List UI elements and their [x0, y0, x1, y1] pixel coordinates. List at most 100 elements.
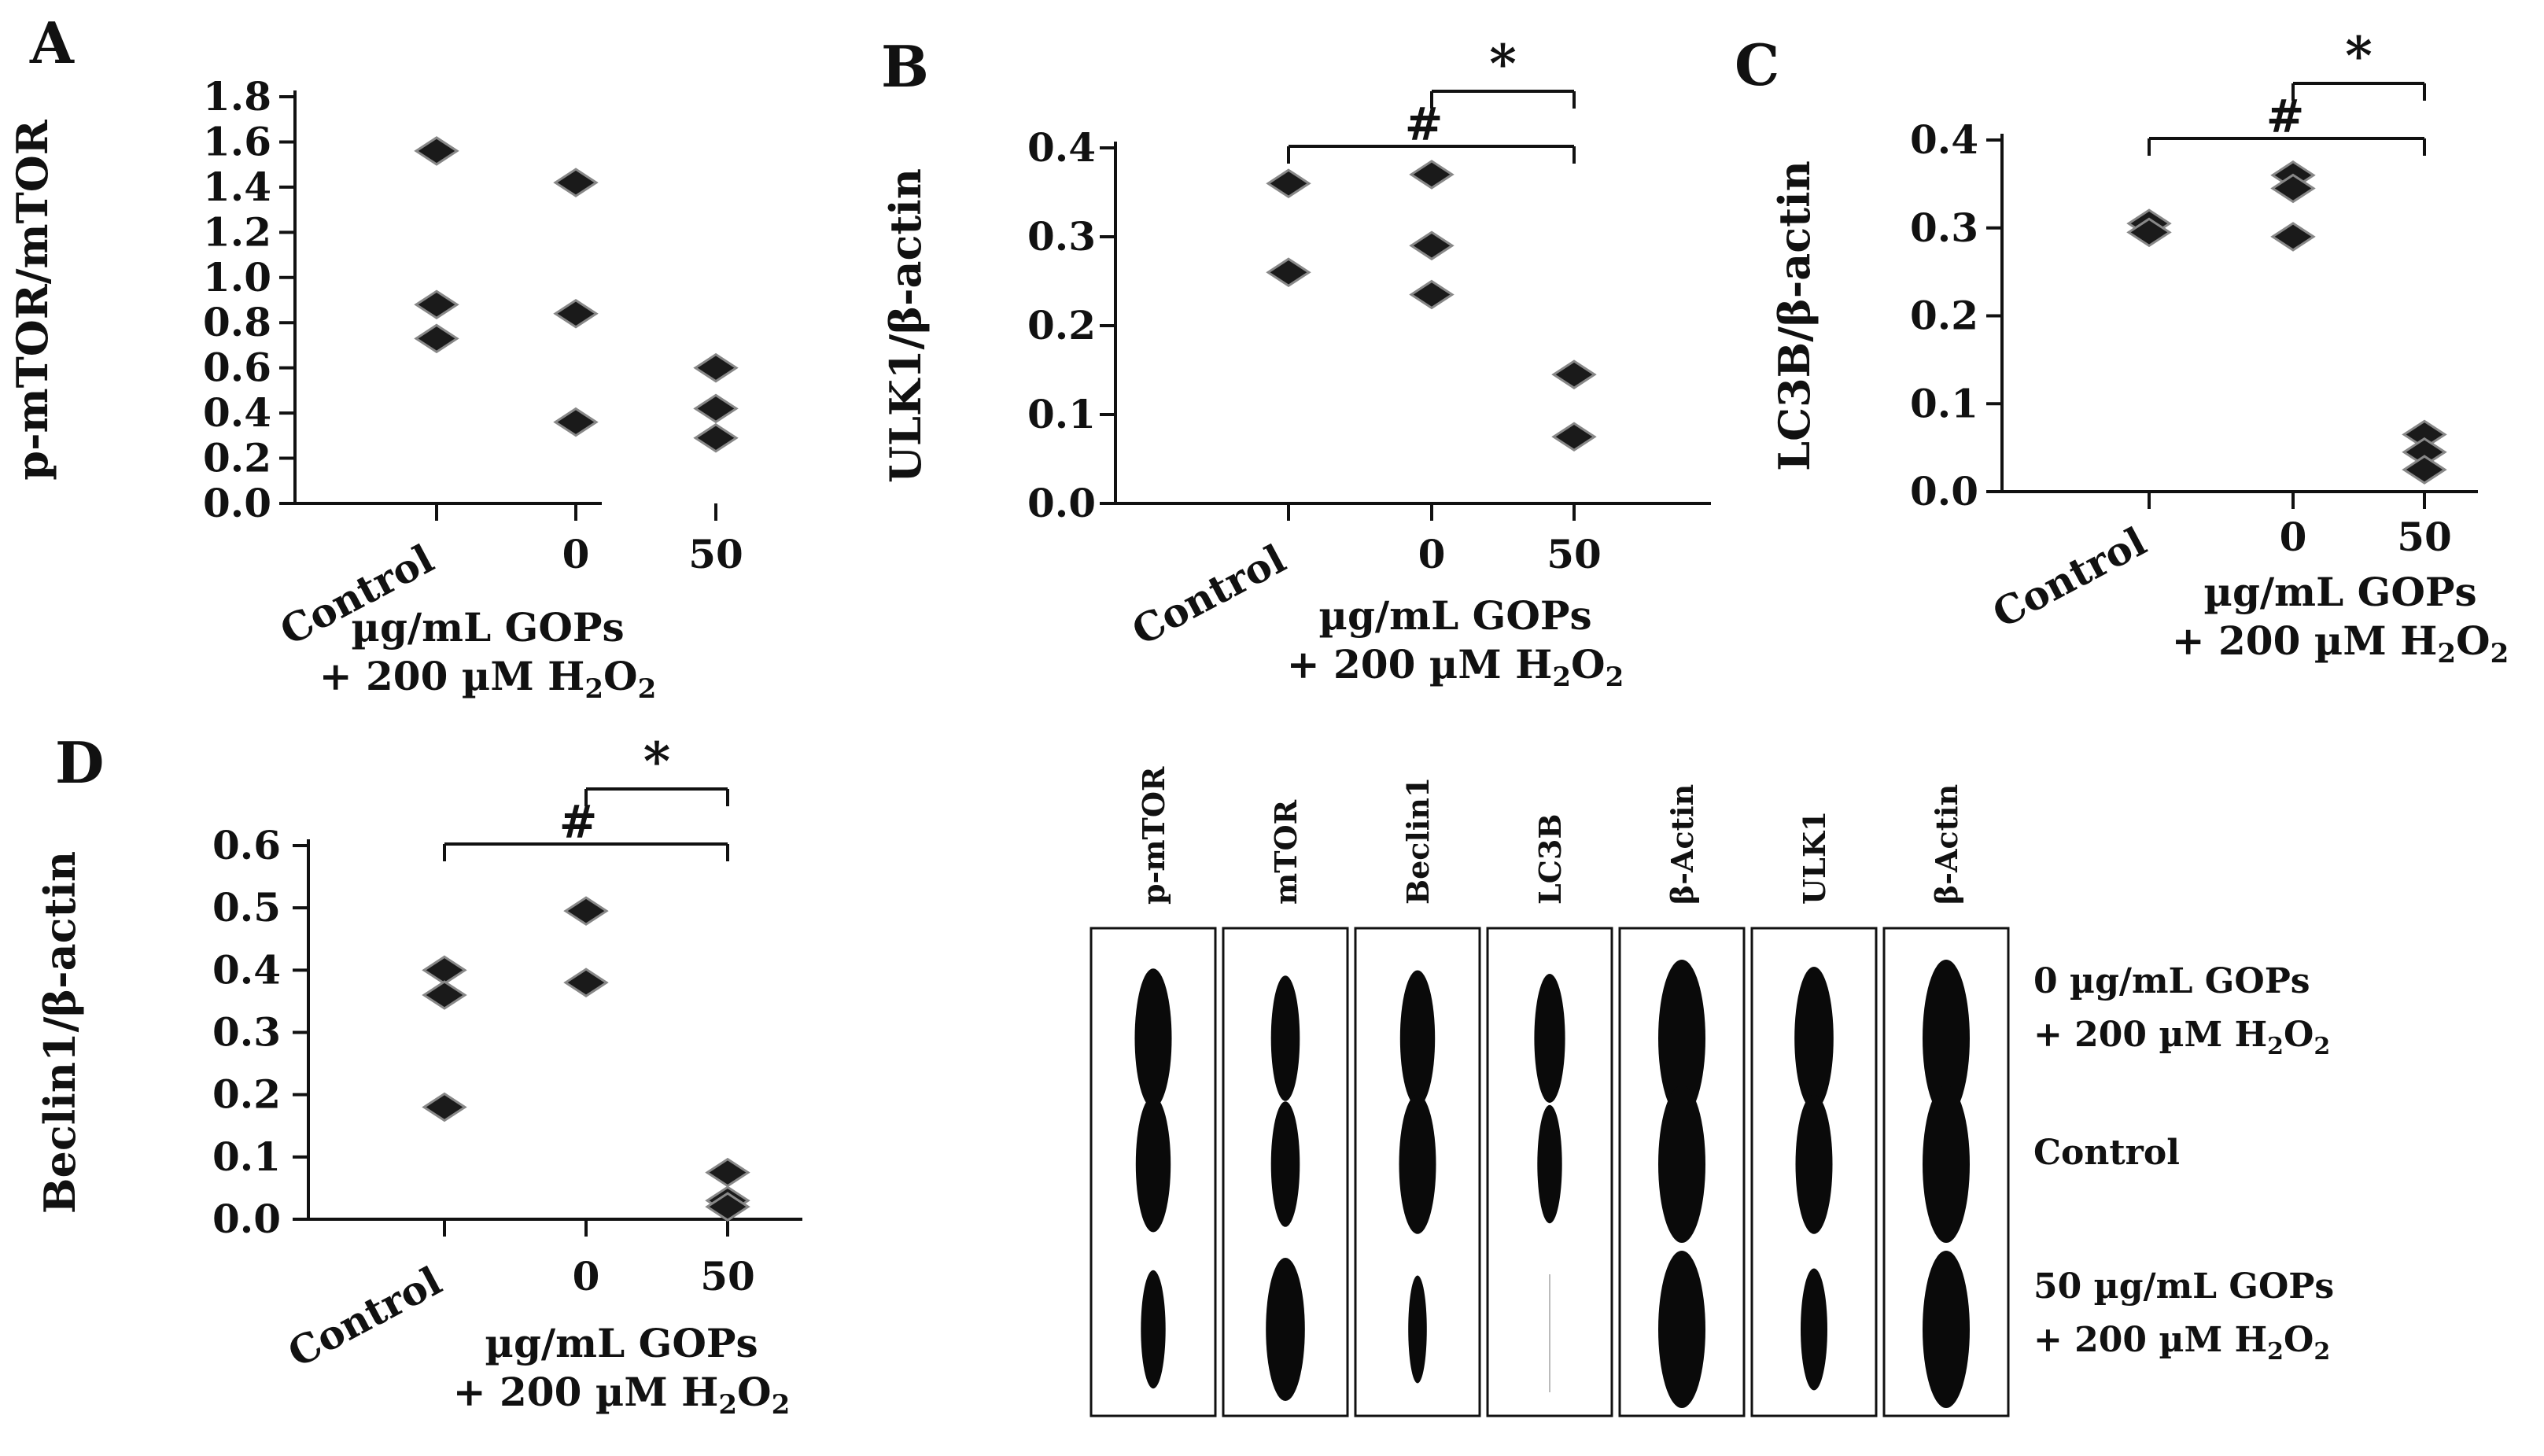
blot-lane-label: ULK1: [1797, 811, 1832, 905]
y-axis-label: LC3B/β-actin: [1769, 160, 1820, 471]
y-tick-label: 0.8: [203, 299, 271, 345]
y-tick-label: 0.4: [1910, 116, 1978, 163]
y-tick-label: 0.1: [1910, 380, 1978, 426]
blot-band: [1923, 1251, 1970, 1408]
blot-lane: β-Actin: [1618, 784, 1746, 1417]
x-tick-label: 0: [562, 531, 590, 577]
significance-hash: #: [1405, 98, 1443, 151]
y-axis-label: p-mTOR/mTOR: [7, 119, 57, 480]
blot-lane: ULK1: [1750, 811, 1878, 1417]
blot-lane: β-Actin: [1882, 784, 2010, 1417]
y-tick-label: 0.3: [212, 1009, 281, 1056]
data-point: [2270, 173, 2316, 204]
y-tick-label: 0.2: [203, 435, 271, 481]
blot-lane: LC3B: [1486, 813, 1613, 1417]
data-point: [414, 289, 459, 320]
y-tick-label: 0.2: [1910, 293, 1978, 339]
x-caption-line2: + 200 µM H2O2: [453, 1369, 791, 1421]
blot-band: [1135, 1096, 1171, 1233]
significance-hash: #: [559, 795, 598, 849]
data-point: [1551, 359, 1597, 389]
blot-band: [1923, 960, 1970, 1117]
y-tick-label: 0.2: [212, 1071, 281, 1118]
blot-row-label-line2: + 200 µM H2O2: [2033, 1320, 2330, 1366]
data-point: [422, 1092, 467, 1122]
blot-lane: Beclin1: [1354, 777, 1481, 1417]
data-point: [693, 393, 739, 424]
data-point: [553, 407, 599, 437]
data-point: [2126, 217, 2172, 248]
blot-row-label-line1: 50 µg/mL GOPs: [2033, 1266, 2334, 1307]
blot-row-label-line2: + 200 µM H2O2: [2033, 1015, 2330, 1060]
data-point: [693, 422, 739, 453]
y-tick-label: 0.2: [1027, 302, 1096, 348]
data-point: [414, 323, 459, 354]
significance-star: *: [1489, 33, 1517, 94]
blot-band: [1399, 1094, 1436, 1234]
data-point: [705, 1157, 750, 1188]
blot-row-label: 50 µg/mL GOPs + 200 µM H2O2: [2033, 1266, 2334, 1366]
x-tick-label: 0: [2280, 514, 2307, 560]
x-caption-line2: + 200 µM H2O2: [2172, 617, 2509, 669]
blot-band: [1408, 1275, 1427, 1384]
y-tick-label: 0.0: [1910, 468, 1978, 514]
blot-lane-label: Beclin1: [1400, 777, 1436, 905]
significance-star: *: [643, 731, 671, 792]
blot-band: [1270, 1101, 1300, 1227]
data-point: [1266, 168, 1311, 198]
blot-band: [1658, 960, 1705, 1117]
x-caption-line2: + 200 µM H2O2: [319, 653, 657, 705]
data-point: [693, 352, 739, 383]
blot-band: [1134, 968, 1172, 1108]
data-point: [1409, 160, 1455, 190]
significance-star: *: [2345, 25, 2373, 87]
data-point: [1266, 257, 1311, 287]
data-point: [1409, 230, 1455, 261]
y-axis-label: Beclin1/β-actin: [35, 851, 85, 1214]
panel-label: D: [55, 729, 104, 796]
blot-band: [1658, 1251, 1705, 1408]
x-tick-label: 50: [1547, 531, 1602, 577]
data-point: [563, 896, 609, 926]
data-point: [1551, 422, 1597, 452]
blot-band: [1795, 1094, 1833, 1234]
data-point: [563, 968, 609, 997]
data-point: [553, 298, 599, 329]
blot-row-label: 0 µg/mL GOPs + 200 µM H2O2: [2033, 961, 2330, 1060]
blot-band: [1658, 1086, 1705, 1243]
panel-label: A: [29, 9, 75, 76]
y-tick-label: 0.1: [1027, 391, 1096, 437]
y-tick-label: 0.0: [1027, 480, 1096, 526]
y-tick-label: 1.8: [203, 73, 271, 120]
blot-band: [1537, 1104, 1562, 1224]
blot-band: [1923, 1086, 1970, 1243]
y-tick-label: 0.3: [1027, 213, 1096, 260]
chart-panel-c: C 0.0 0.1 0.2 0.3 0.4 Control 0 50 LC3B/β-actin µg…: [1735, 25, 2509, 669]
blot-lane-label: β-Actin: [1929, 784, 1964, 905]
data-point: [2402, 455, 2447, 485]
data-point: [422, 955, 467, 986]
x-tick-label: 50: [2397, 514, 2452, 560]
y-tick-label: 0.4: [1027, 124, 1096, 171]
data-point: [2270, 222, 2316, 252]
data-point: [422, 980, 467, 1010]
y-axis-label: ULK1/β-actin: [880, 168, 931, 483]
y-tick-label: 1.6: [203, 118, 271, 164]
blot-band: [1266, 1258, 1305, 1401]
x-tick-label: 50: [688, 531, 743, 577]
significance-hash: #: [2266, 90, 2305, 143]
panel-label: C: [1735, 31, 1779, 98]
blot-lane-label: p-mTOR: [1136, 766, 1171, 905]
x-caption-line1: µg/mL GOPs: [485, 1320, 758, 1366]
x-caption-line1: µg/mL GOPs: [2203, 569, 2476, 615]
blot-lane-label: β-Actin: [1665, 784, 1700, 905]
data-point: [553, 168, 599, 197]
x-tick-label-control: Control: [280, 1258, 448, 1377]
y-tick-label: 0.6: [212, 822, 281, 868]
y-tick-label: 0.4: [212, 946, 281, 993]
data-point: [1409, 279, 1455, 310]
panel-label: B: [881, 33, 929, 100]
blot-band: [1801, 1268, 1827, 1391]
